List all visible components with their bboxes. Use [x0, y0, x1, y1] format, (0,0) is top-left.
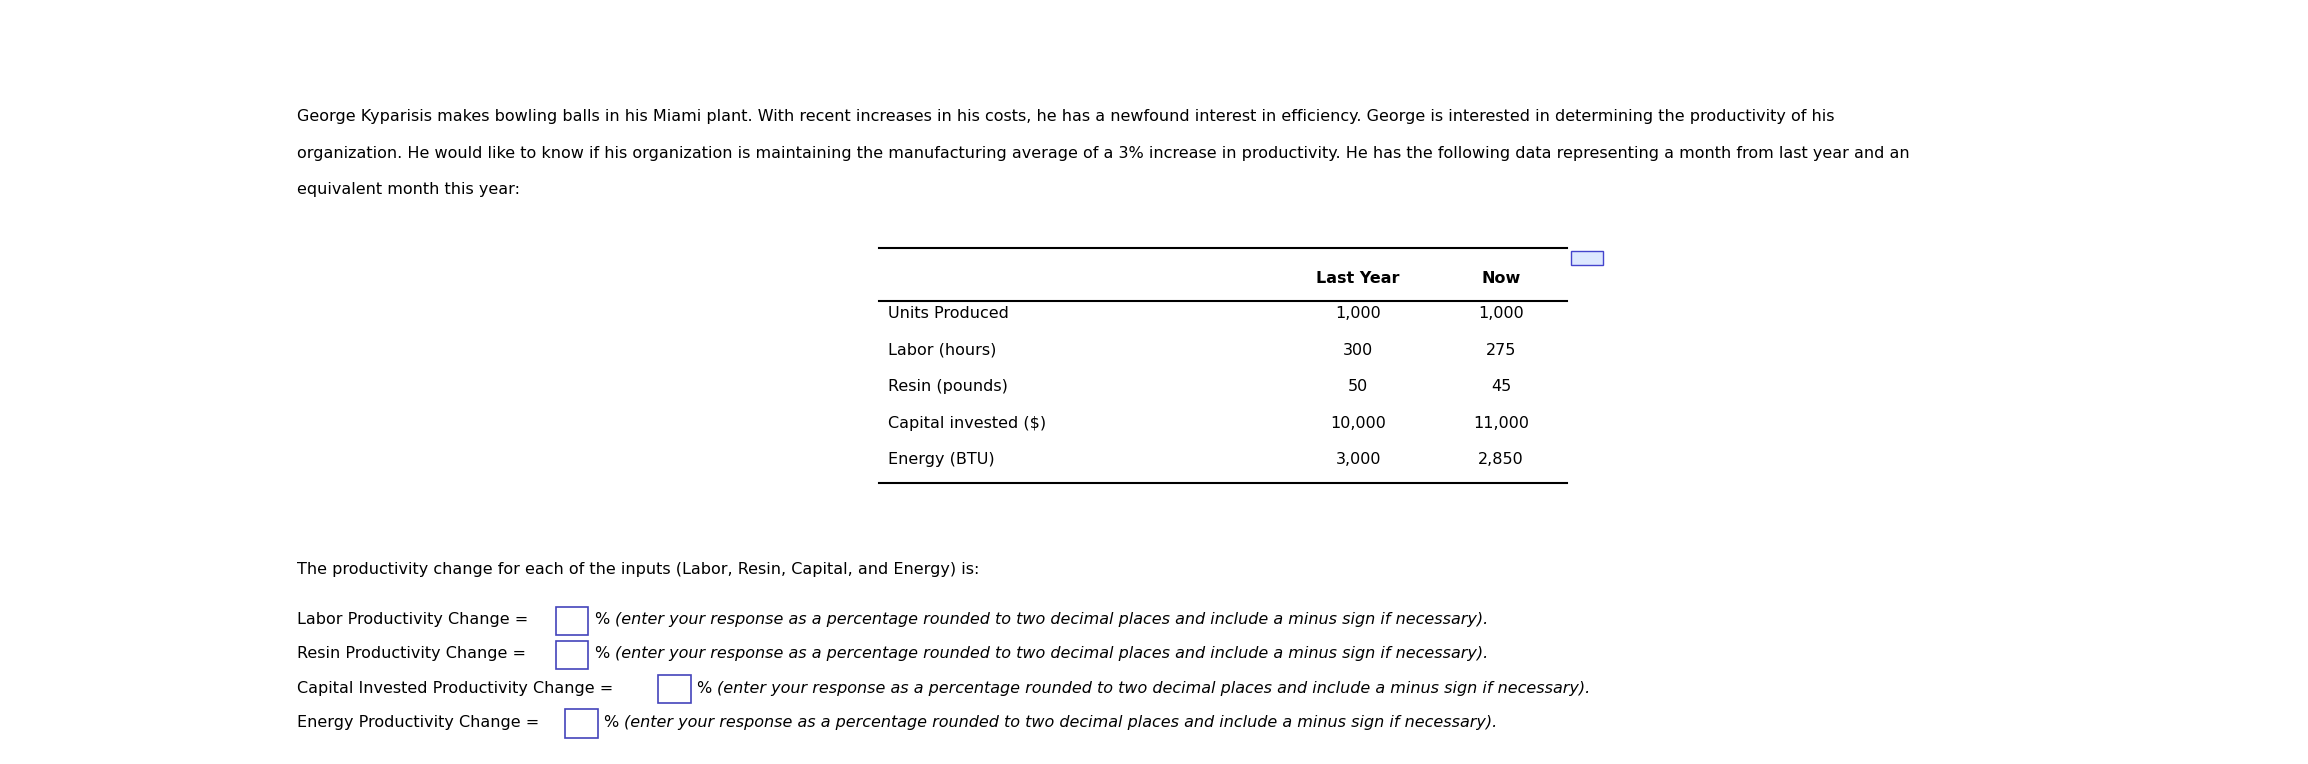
Text: 275: 275: [1486, 343, 1516, 358]
Text: 1,000: 1,000: [1479, 306, 1523, 322]
Text: Resin (pounds): Resin (pounds): [889, 380, 1009, 394]
Text: 45: 45: [1491, 380, 1512, 394]
Text: %: %: [602, 714, 619, 730]
Text: Capital Invested Productivity Change =: Capital Invested Productivity Change =: [298, 681, 619, 695]
Text: equivalent month this year:: equivalent month this year:: [298, 183, 519, 197]
Text: Energy (BTU): Energy (BTU): [889, 452, 995, 468]
Text: Now: Now: [1482, 271, 1521, 286]
Text: 50: 50: [1348, 380, 1369, 394]
Text: The productivity change for each of the inputs (Labor, Resin, Capital, and Energ: The productivity change for each of the …: [298, 562, 981, 578]
Text: Labor Productivity Change =: Labor Productivity Change =: [298, 612, 533, 627]
Text: 11,000: 11,000: [1473, 416, 1530, 431]
Text: (enter your response as a percentage rounded to two decimal places and include a: (enter your response as a percentage rou…: [616, 646, 1489, 662]
Text: 2,850: 2,850: [1479, 452, 1523, 468]
FancyBboxPatch shape: [556, 641, 589, 669]
Text: Energy Productivity Change =: Energy Productivity Change =: [298, 714, 545, 730]
Text: %: %: [593, 612, 609, 627]
FancyBboxPatch shape: [1572, 251, 1604, 264]
Text: Units Produced: Units Produced: [889, 306, 1009, 322]
Text: 3,000: 3,000: [1336, 452, 1380, 468]
Text: George Kyparisis makes bowling balls in his Miami plant. With recent increases i: George Kyparisis makes bowling balls in …: [298, 109, 1835, 125]
Text: Resin Productivity Change =: Resin Productivity Change =: [298, 646, 531, 662]
Text: Labor (hours): Labor (hours): [889, 343, 997, 358]
Text: 300: 300: [1343, 343, 1373, 358]
Text: (enter your response as a percentage rounded to two decimal places and include a: (enter your response as a percentage rou…: [625, 714, 1498, 730]
Text: (enter your response as a percentage rounded to two decimal places and include a: (enter your response as a percentage rou…: [616, 612, 1489, 627]
FancyBboxPatch shape: [556, 607, 589, 635]
Text: (enter your response as a percentage rounded to two decimal places and include a: (enter your response as a percentage rou…: [718, 681, 1590, 695]
Text: Last Year: Last Year: [1316, 271, 1401, 286]
FancyBboxPatch shape: [565, 709, 598, 737]
Text: %: %: [593, 646, 609, 662]
Text: 1,000: 1,000: [1336, 306, 1380, 322]
Text: %: %: [697, 681, 711, 695]
Text: 10,000: 10,000: [1329, 416, 1387, 431]
Text: organization. He would like to know if his organization is maintaining the manuf: organization. He would like to know if h…: [298, 146, 1911, 160]
Text: Capital invested ($): Capital invested ($): [889, 416, 1046, 431]
FancyBboxPatch shape: [658, 675, 690, 704]
